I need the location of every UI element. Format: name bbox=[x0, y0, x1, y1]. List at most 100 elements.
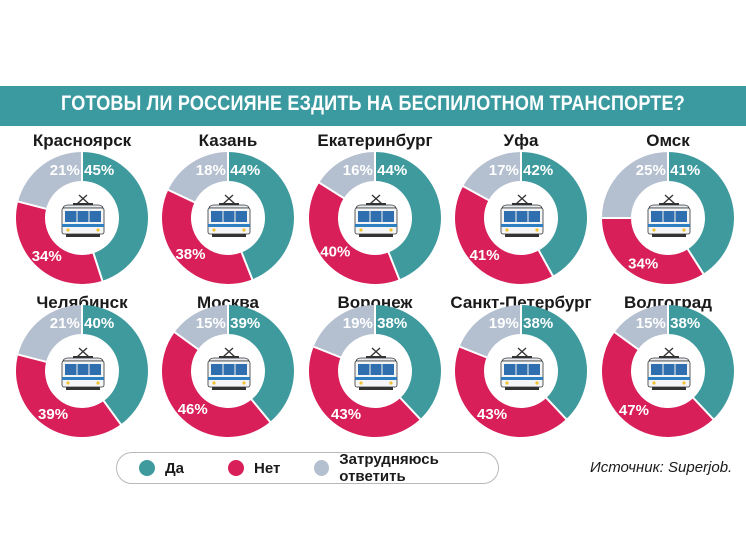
data-label-no: 34% bbox=[32, 248, 62, 265]
slice-separator bbox=[240, 251, 254, 281]
tram-icon bbox=[207, 194, 251, 237]
donut-chart: Казань 44% 38% 18% bbox=[162, 131, 294, 284]
slice-separator bbox=[173, 330, 200, 351]
donut-slice-yes bbox=[228, 152, 294, 280]
donut-charts: Красноярск 45% 34% 21% Казань 44% 38% 18% Екатер… bbox=[15, 131, 734, 438]
data-label-unsure: 25% bbox=[636, 162, 666, 179]
donut-slice-yes bbox=[668, 152, 734, 274]
slice-separator bbox=[102, 399, 123, 426]
data-label-no: 38% bbox=[175, 246, 205, 263]
donut-slice-unsure bbox=[313, 305, 375, 358]
city-label: Волгоград bbox=[624, 293, 712, 312]
tram-icon bbox=[354, 194, 398, 237]
donut-slice-yes bbox=[521, 305, 587, 420]
chart-title: ГОТОВЫ ЛИ РОССИЯНЕ ЕЗДИТЬ НА БЕСПИЛОТНОМ… bbox=[61, 92, 685, 115]
donut-slice-no bbox=[15, 354, 121, 437]
slice-separator bbox=[458, 345, 488, 359]
donut-slice-no bbox=[455, 346, 567, 437]
slice-separator bbox=[92, 251, 104, 283]
data-label-unsure: 19% bbox=[489, 315, 519, 332]
data-label-unsure: 15% bbox=[196, 315, 226, 332]
slice-separator bbox=[544, 396, 568, 421]
data-label-yes: 38% bbox=[377, 315, 407, 332]
city-label: Красноярск bbox=[33, 131, 132, 150]
donut-slice-yes bbox=[375, 152, 442, 280]
donut-slice-yes bbox=[521, 152, 587, 276]
donut-chart: Челябинск 40% 39% 21% bbox=[15, 293, 148, 437]
legend-item-unsure: Затрудняюсь ответить bbox=[314, 451, 498, 485]
donut-slice-yes bbox=[228, 305, 294, 422]
tram-icon bbox=[61, 194, 105, 237]
data-label-unsure: 21% bbox=[50, 315, 80, 332]
data-label-unsure: 15% bbox=[636, 315, 666, 332]
donut-slice-no bbox=[162, 189, 253, 284]
data-label-no: 34% bbox=[628, 256, 658, 273]
data-label-no: 39% bbox=[38, 406, 68, 423]
city-label: Челябинск bbox=[36, 293, 128, 312]
data-label-yes: 41% bbox=[670, 162, 700, 179]
donut-slice-no bbox=[454, 186, 553, 284]
donut-slice-no bbox=[309, 346, 421, 438]
data-label-no: 40% bbox=[320, 243, 350, 260]
donut-slice-unsure bbox=[174, 305, 228, 350]
city-label: Екатеринбург bbox=[317, 131, 432, 150]
slice-separator bbox=[398, 396, 422, 421]
city-label: Воронеж bbox=[338, 293, 414, 312]
donut-slice-yes bbox=[82, 305, 148, 425]
city-label: Омск bbox=[646, 131, 690, 150]
city-label: Казань bbox=[199, 131, 258, 150]
donut-chart: Санкт-Петербург 38% 43% 19% bbox=[450, 293, 592, 437]
slice-separator bbox=[166, 188, 196, 204]
donut-chart: Воронеж 38% 43% 19% bbox=[309, 293, 441, 438]
legend-label-unsure: Затрудняюсь ответить bbox=[339, 451, 439, 485]
legend-item-no: Нет bbox=[228, 460, 280, 477]
city-label: Уфа bbox=[504, 131, 539, 150]
donut-chart: Волгоград 38% 47% 15% bbox=[601, 293, 734, 438]
tram-icon bbox=[61, 347, 105, 390]
data-label-unsure: 18% bbox=[196, 162, 226, 179]
slice-separator bbox=[686, 247, 705, 276]
legend-label-no: Нет bbox=[254, 459, 281, 477]
slice-separator bbox=[387, 251, 401, 281]
donut-slice-unsure bbox=[168, 152, 228, 203]
data-label-yes: 42% bbox=[523, 162, 553, 179]
data-label-no: 43% bbox=[477, 406, 507, 423]
tram-icon bbox=[500, 194, 544, 237]
donut-slice-no bbox=[602, 218, 704, 284]
slice-separator bbox=[16, 353, 48, 364]
slice-separator bbox=[250, 398, 272, 424]
legend-label-yes: Да bbox=[165, 459, 185, 477]
data-label-yes: 38% bbox=[670, 315, 700, 332]
legend-swatch-yes bbox=[139, 460, 155, 476]
data-label-unsure: 19% bbox=[343, 315, 373, 332]
data-label-no: 47% bbox=[619, 402, 649, 419]
donut-slice-unsure bbox=[459, 305, 521, 358]
tram-icon bbox=[207, 347, 251, 390]
data-label-yes: 45% bbox=[84, 162, 114, 179]
data-label-yes: 44% bbox=[377, 162, 407, 179]
donut-slice-yes bbox=[668, 305, 734, 420]
donut-slice-unsure bbox=[18, 305, 83, 362]
donut-slice-no bbox=[162, 332, 271, 437]
title-bar bbox=[0, 86, 746, 126]
slice-separator bbox=[461, 184, 490, 202]
data-label-no: 46% bbox=[178, 401, 208, 418]
data-label-unsure: 21% bbox=[50, 162, 80, 179]
data-label-unsure: 16% bbox=[343, 162, 373, 179]
data-label-no: 41% bbox=[470, 247, 500, 264]
tram-icon bbox=[647, 194, 691, 237]
slice-separator bbox=[16, 200, 48, 211]
slice-separator bbox=[691, 396, 715, 421]
data-label-unsure: 17% bbox=[489, 162, 519, 179]
tram-icon bbox=[647, 347, 691, 390]
legend: Да Нет Затрудняюсь ответить bbox=[116, 451, 499, 485]
donut-slice-unsure bbox=[614, 305, 668, 350]
donut-slice-unsure bbox=[602, 152, 668, 218]
city-label: Санкт-Петербург bbox=[450, 293, 591, 312]
legend-swatch-no bbox=[228, 460, 245, 476]
legend-item-yes: Да bbox=[139, 460, 184, 477]
donut-slice-no bbox=[15, 201, 103, 285]
source-note: Источник: Superjob. bbox=[590, 459, 733, 476]
data-label-no: 43% bbox=[331, 406, 361, 423]
